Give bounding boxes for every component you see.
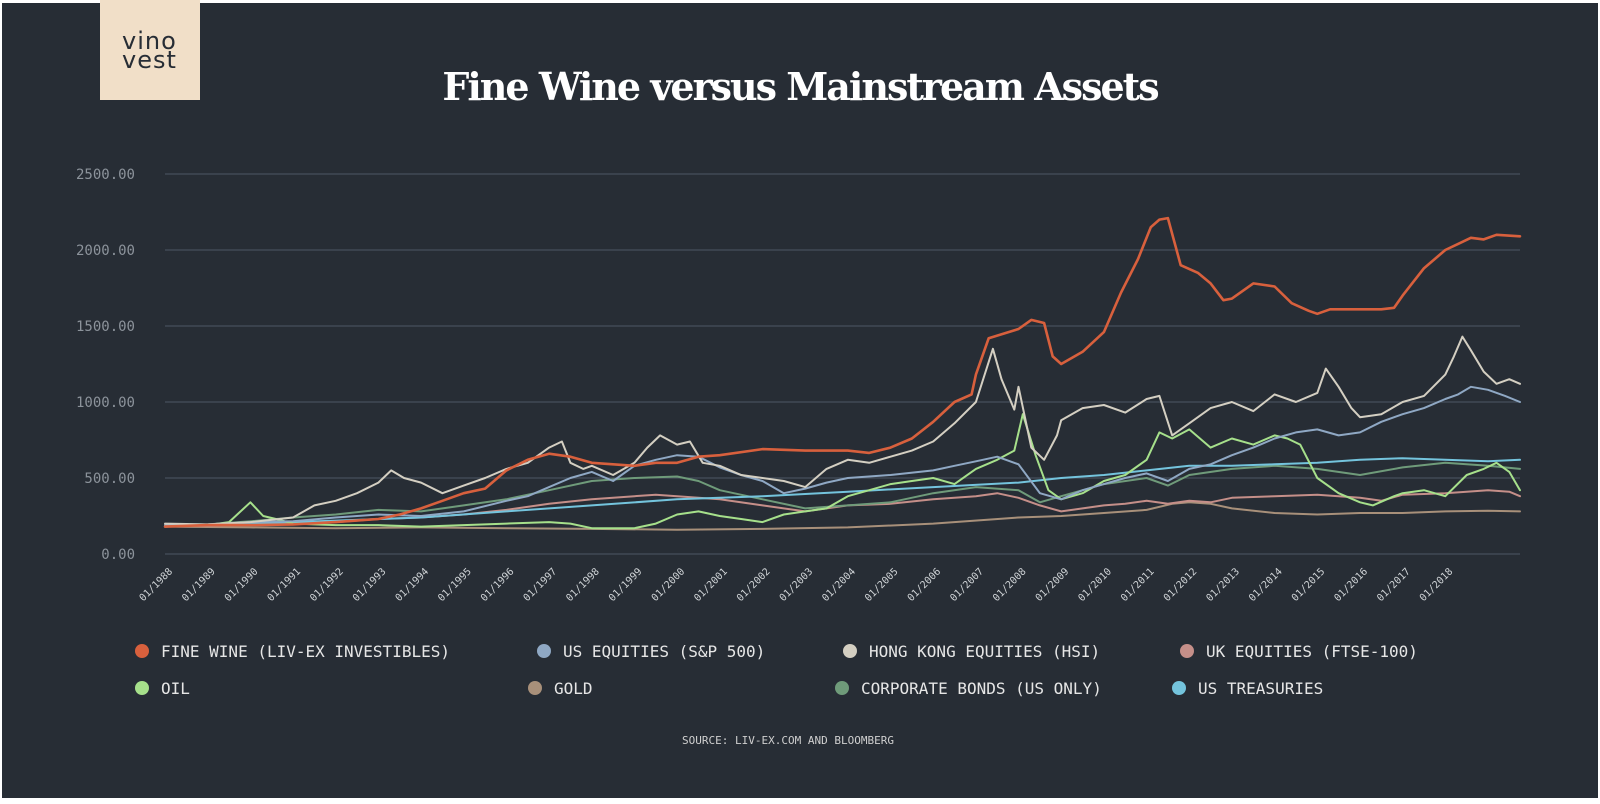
y-tick-label: 1000.00 [76, 395, 135, 411]
x-tick-label: 01/2013 [1204, 566, 1242, 604]
x-tick-label: 01/1992 [308, 566, 346, 604]
series-line-fine-wine-liv-ex-investibles [163, 216, 1522, 528]
x-tick-label: 01/2018 [1418, 566, 1456, 604]
legend-label: OIL [161, 678, 190, 698]
gridlines [165, 173, 1520, 555]
legend-item: US EQUITIES (S&P 500) [537, 640, 765, 662]
series-line-hong-kong-equities-hsi [164, 335, 1521, 526]
y-tick-label: 0.00 [101, 547, 135, 563]
y-axis-ticks: 2500.00 2000.00 1500.00 1000.00 500.00 0.00 [76, 167, 135, 563]
x-tick-label: 01/2000 [650, 566, 688, 604]
x-tick-label: 01/1998 [564, 566, 602, 604]
y-tick-label: 500.00 [84, 471, 135, 487]
legend-item: FINE WINE (LIV-EX INVESTIBLES) [135, 640, 450, 662]
x-tick-label: 01/1988 [138, 566, 176, 604]
series-line-us-treasuries [164, 457, 1521, 528]
x-tick-label: 01/2004 [820, 566, 858, 604]
vinovest-logo: vino vest [100, 0, 200, 100]
x-tick-label: 01/2002 [735, 566, 773, 604]
legend-item: HONG KONG EQUITIES (HSI) [843, 640, 1100, 662]
legend-label: UK EQUITIES (FTSE-100) [1206, 641, 1418, 661]
x-tick-label: 01/1989 [180, 566, 218, 604]
series-lines [163, 216, 1522, 531]
series-line-oil [164, 413, 1521, 530]
legend-item: UK EQUITIES (FTSE-100) [1180, 640, 1418, 662]
legend-item: US TREASURIES [1172, 677, 1323, 699]
x-tick-label: 01/1990 [223, 566, 261, 604]
legend-label: US TREASURIES [1198, 678, 1324, 698]
x-tick-label: 01/2015 [1290, 566, 1328, 604]
source-note: SOURCE: LIV-EX.COM AND BLOOMBERG [682, 734, 894, 747]
chart-title: Fine Wine versus Mainstream Assets [442, 64, 1159, 109]
x-tick-label: 01/2011 [1119, 566, 1157, 604]
x-tick-label: 01/2009 [1034, 566, 1072, 604]
legend-swatch [1172, 681, 1186, 695]
series-line-uk-equities-ftse-100 [164, 489, 1521, 528]
x-tick-label: 01/2012 [1162, 566, 1200, 604]
x-tick-label: 01/1997 [522, 566, 560, 604]
logo-line-1: vino [122, 27, 177, 55]
x-tick-label: 01/2007 [948, 566, 986, 604]
legend-swatch [835, 681, 849, 695]
legend-swatch [843, 644, 857, 658]
x-tick-label: 01/1994 [394, 566, 432, 604]
legend-label: CORPORATE BONDS (US ONLY) [861, 678, 1102, 698]
x-tick-label: 01/2006 [906, 566, 944, 604]
logo-line-2: vest [122, 46, 177, 74]
y-tick-label: 1500.00 [76, 319, 135, 335]
x-tick-label: 01/1991 [266, 566, 304, 604]
legend-label: HONG KONG EQUITIES (HSI) [869, 641, 1101, 661]
legend-item: OIL [135, 677, 190, 699]
x-tick-label: 01/2001 [692, 566, 730, 604]
x-tick-label: 01/2010 [1076, 566, 1114, 604]
series-line-corporate-bonds-us-only [164, 461, 1521, 528]
legend-swatch [135, 644, 149, 658]
y-tick-label: 2500.00 [76, 167, 135, 183]
x-tick-label: 01/2016 [1332, 566, 1370, 604]
x-tick-label: 01/1995 [436, 566, 474, 604]
x-tick-label: 01/2008 [991, 566, 1029, 604]
legend-label: US EQUITIES (S&P 500) [563, 641, 766, 661]
legend-item: GOLD [528, 677, 593, 699]
x-tick-label: 01/1993 [351, 566, 389, 604]
legend-swatch [1180, 644, 1194, 658]
x-tick-label: 01/1999 [607, 566, 645, 604]
x-tick-label: 01/2003 [778, 566, 816, 604]
x-tick-label: 01/2017 [1375, 566, 1413, 604]
series-line-us-equities-s-p-500 [164, 385, 1521, 527]
x-tick-label: 01/2014 [1247, 566, 1285, 604]
legend-swatch [528, 681, 542, 695]
x-axis-ticks: 01/1988 01/1989 01/1990 01/1991 01/1992 01/19… [138, 566, 1456, 604]
legend-label: GOLD [554, 678, 593, 698]
y-tick-label: 2000.00 [76, 243, 135, 259]
x-tick-label: 01/1996 [479, 566, 517, 604]
legend-item: CORPORATE BONDS (US ONLY) [835, 677, 1102, 699]
x-tick-label: 01/2005 [863, 566, 901, 604]
series-line-gold [164, 501, 1521, 531]
legend-swatch [135, 681, 149, 695]
legend-label: FINE WINE (LIV-EX INVESTIBLES) [161, 641, 450, 661]
legend-swatch [537, 644, 551, 658]
chart-card [2, 3, 1598, 798]
